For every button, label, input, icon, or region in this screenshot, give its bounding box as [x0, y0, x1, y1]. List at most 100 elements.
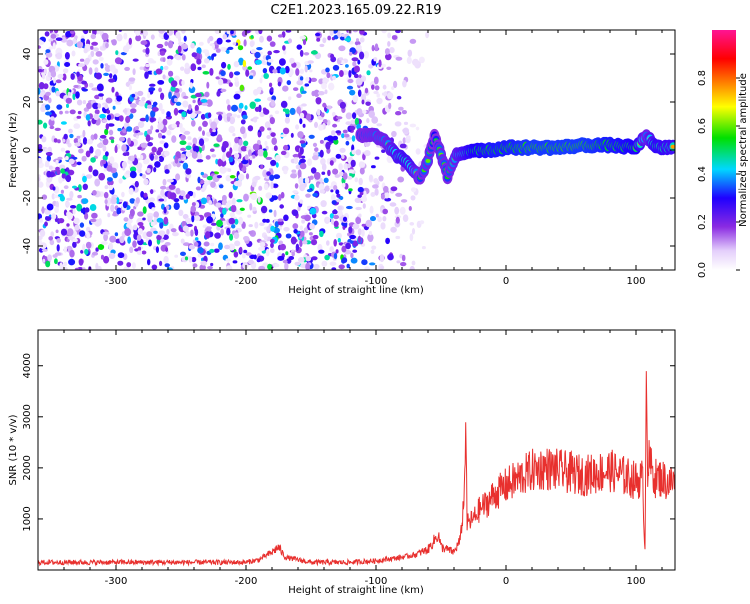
heatmap-cell [362, 153, 366, 161]
heatmap-cell [179, 140, 187, 145]
heatmap-cell [314, 147, 319, 153]
heatmap-cell [158, 87, 162, 93]
heatmap-cell [168, 70, 174, 77]
heatmap-cell [295, 124, 300, 130]
heatmap-cell [121, 191, 125, 198]
heatmap-cell [106, 165, 113, 172]
heatmap-cell [214, 117, 220, 122]
heatmap-cell [117, 252, 125, 259]
heatmap-cell [374, 43, 379, 51]
heatmap-cell [125, 170, 131, 175]
heatmap-cell [331, 194, 336, 202]
heatmap-cell [115, 50, 119, 55]
heatmap-cell [249, 155, 253, 161]
heatmap-cell [220, 46, 227, 52]
heatmap-cell [65, 97, 72, 104]
heatmap-cell [321, 260, 328, 267]
heatmap-cell [229, 175, 236, 179]
heatmap-cell [198, 138, 205, 147]
heatmap-cell [285, 233, 292, 239]
heatmap-cell [395, 56, 403, 61]
heatmap-cell [299, 162, 307, 170]
heatmap-cell [348, 40, 354, 45]
heatmap-cell [320, 112, 325, 118]
heatmap-cell [210, 262, 214, 267]
heatmap-cell [402, 128, 409, 133]
heatmap-cell [95, 51, 103, 57]
heatmap-cell [170, 85, 176, 92]
x-tick-label: -200 [235, 276, 258, 287]
heatmap-cell [135, 135, 139, 139]
heatmap-cell [194, 228, 199, 236]
heatmap-cell [297, 169, 302, 178]
heatmap-cell [267, 50, 273, 56]
heatmap-cell [241, 159, 249, 165]
heatmap-cell [72, 238, 78, 243]
heatmap-cell [395, 111, 402, 116]
heatmap-cell [241, 253, 246, 259]
heatmap-cell [225, 39, 231, 43]
heatmap-cell [322, 119, 328, 124]
heatmap-cell [299, 158, 306, 164]
heatmap-cell [202, 49, 210, 54]
colorbar-tick-label: 0.6 [697, 118, 708, 134]
heatmap-cell [166, 129, 172, 136]
heatmap-cell [129, 198, 136, 204]
heatmap-cell [293, 157, 299, 164]
heatmap-cell [83, 48, 88, 54]
heatmap-cell [201, 102, 209, 106]
heatmap-cell [321, 163, 327, 171]
heatmap-cell [327, 135, 334, 142]
heatmap-cell [39, 218, 43, 223]
heatmap-cell [372, 184, 379, 189]
heatmap-cell [283, 169, 288, 175]
heatmap-cell [114, 145, 118, 153]
heatmap-cell [41, 72, 45, 76]
heatmap-cell [221, 154, 226, 162]
heatmap-cell [332, 135, 339, 141]
heatmap-cell [132, 262, 136, 269]
heatmap-cell [332, 168, 339, 175]
heatmap-cell [104, 64, 111, 73]
heatmap-cell [151, 264, 158, 270]
heatmap-cell [245, 69, 250, 77]
heatmap-cell [355, 77, 363, 86]
heatmap-cell [69, 133, 74, 139]
heatmap-cell [271, 95, 277, 101]
heatmap-cell [215, 202, 222, 208]
heatmap-cell [216, 111, 224, 116]
heatmap-cell [105, 151, 109, 157]
heatmap-cell [220, 88, 227, 93]
heatmap-cell [390, 186, 398, 192]
heatmap-cell [156, 234, 162, 241]
heatmap-cell [51, 193, 55, 200]
heatmap-cell [112, 105, 116, 110]
ridge-core [670, 144, 675, 149]
heatmap-cell [277, 218, 284, 222]
heatmap-cell [335, 130, 342, 134]
heatmap-cell [155, 68, 163, 75]
heatmap-cell [299, 225, 303, 231]
heatmap-cell [329, 30, 334, 36]
x-tick-label: -300 [105, 576, 128, 587]
heatmap-cell [332, 75, 336, 81]
heatmap-cell [283, 214, 289, 222]
heatmap-cell [129, 246, 134, 254]
heatmap-cell [200, 99, 208, 103]
heatmap-cell [90, 157, 96, 163]
heatmap-cell [158, 30, 165, 34]
heatmap-cell [94, 67, 99, 73]
heatmap-cell [147, 258, 151, 266]
heatmap-cell [114, 113, 121, 118]
heatmap-cell [360, 196, 368, 203]
heatmap-cell [226, 151, 232, 159]
heatmap-cell [362, 203, 366, 209]
heatmap-cell [324, 254, 330, 261]
heatmap-cell [257, 149, 265, 157]
heatmap-cell [310, 239, 318, 246]
heatmap-cell [46, 155, 51, 162]
heatmap-cell [376, 93, 380, 98]
heatmap-cell [371, 116, 379, 124]
heatmap-cell [72, 208, 76, 215]
heatmap-cell [292, 153, 300, 158]
